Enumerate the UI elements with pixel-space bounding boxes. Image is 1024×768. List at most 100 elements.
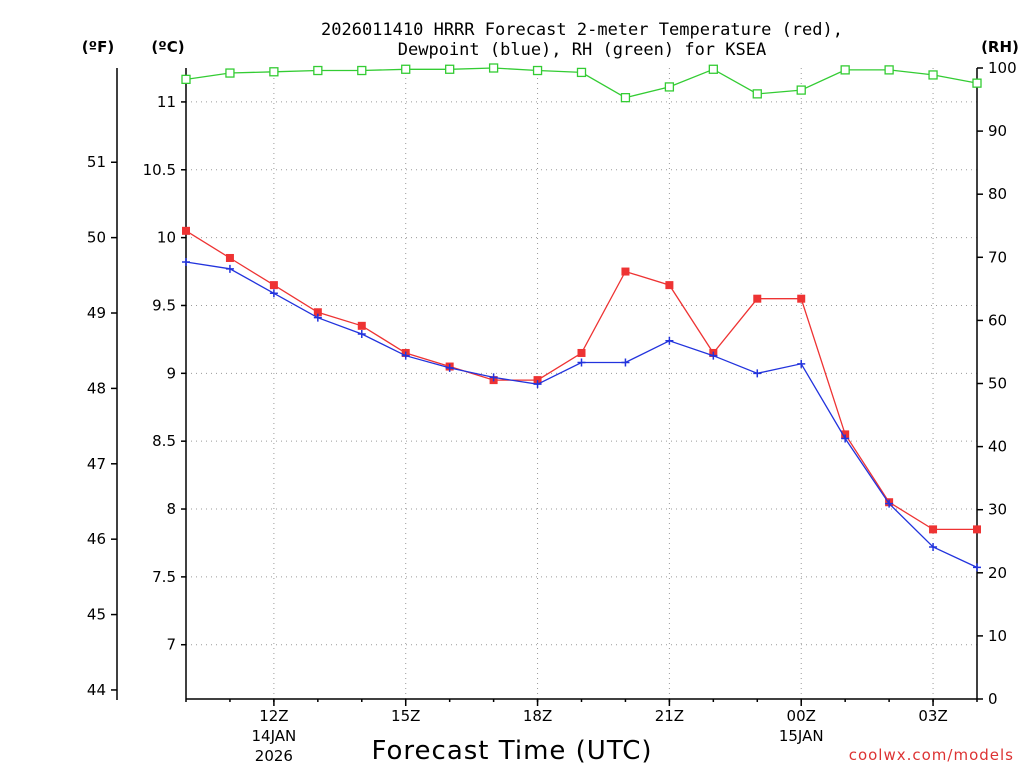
rh-tick-label: 30 [988, 501, 1007, 519]
rh-point [664, 82, 675, 92]
temperature-point [533, 376, 542, 385]
dewpoint-point [357, 329, 366, 338]
temperature-line [185, 230, 977, 531]
rh-tick-label: 90 [988, 122, 1007, 140]
dewpoint-point [753, 369, 762, 378]
rh-point [313, 65, 323, 76]
dewpoint-point [929, 543, 938, 552]
dewpoint-line [185, 261, 978, 568]
celsius-unit-label: (ºC) [151, 38, 184, 56]
celsius-tick-label: 7.5 [152, 568, 176, 586]
rh-tick-label: 60 [988, 311, 1007, 329]
fahrenheit-tick-label: 50 [87, 229, 106, 247]
temperature-point [225, 253, 234, 262]
dewpoint-point [665, 336, 674, 345]
x-tick-label: 15Z [391, 707, 420, 725]
x-tick-sublabel: 15JAN [779, 727, 824, 745]
dewpoint-point [489, 373, 498, 382]
celsius-tick-label: 9 [166, 364, 176, 382]
celsius-tick-label: 8.5 [152, 432, 176, 450]
rh-tick-label: 40 [988, 438, 1007, 456]
rh-point [928, 70, 938, 80]
fahrenheit-unit-label: (ºF) [82, 38, 114, 56]
tick-labels: 12Z 14JAN 2026 15Z 18Z 21Z 00Z 15JAN 03Z 7 7.5 8 8.5… [87, 59, 1017, 765]
rh-series [181, 63, 982, 103]
dewpoint-point [533, 380, 542, 389]
dewpoint-point [269, 289, 278, 298]
temperature-point [313, 308, 322, 317]
axes [111, 67, 983, 706]
dewpoint-point [577, 358, 586, 367]
x-tick-label: 00Z [787, 707, 816, 725]
rh-point [488, 63, 499, 73]
temperature-point [621, 267, 630, 276]
fahrenheit-tick-label: 44 [87, 681, 106, 699]
dewpoint-series [182, 258, 981, 572]
rh-point [181, 74, 191, 85]
dewpoint-point [401, 351, 410, 360]
rh-tick-label: 100 [988, 59, 1017, 77]
rh-point [401, 64, 411, 74]
dewpoint-point [313, 313, 322, 322]
rh-unit-label: (RH) [981, 38, 1019, 56]
celsius-tick-label: 8 [166, 500, 176, 518]
temperature-point [269, 281, 278, 290]
temperature-point [753, 294, 762, 303]
dewpoint-point [885, 499, 894, 508]
dewpoint-point [841, 434, 850, 443]
rh-point [532, 65, 543, 76]
rh-tick-label: 70 [988, 248, 1007, 266]
dewpoint-point [621, 358, 630, 367]
celsius-tick-label: 7 [166, 636, 176, 654]
rh-point [708, 64, 718, 74]
celsius-tick-label: 10 [157, 229, 176, 247]
rh-point [884, 65, 894, 75]
rh-point [752, 89, 762, 99]
fahrenheit-tick-label: 45 [87, 606, 106, 624]
rh-point [445, 64, 455, 74]
temperature-point [797, 294, 806, 303]
x-axis-title: Forecast Time (UTC) [371, 736, 652, 766]
grid-lines [186, 68, 977, 699]
x-tick-label: 18Z [523, 707, 552, 725]
celsius-tick-label: 11 [157, 93, 176, 111]
fahrenheit-tick-label: 48 [87, 379, 106, 397]
rh-tick-label: 10 [988, 627, 1007, 645]
x-tick-label: 12Z [259, 707, 288, 725]
temperature-point [929, 525, 938, 534]
x-tick-sublabel: 2026 [255, 747, 293, 765]
rh-tick-label: 80 [988, 185, 1007, 203]
fahrenheit-tick-label: 47 [87, 455, 106, 473]
fahrenheit-tick-label: 46 [87, 530, 106, 548]
dewpoint-point [225, 264, 234, 273]
x-tick-sublabel: 14JAN [252, 727, 297, 745]
fahrenheit-tick-label: 49 [87, 304, 106, 322]
dewpoint-point [182, 258, 190, 267]
rh-point [225, 68, 235, 78]
rh-tick-label: 50 [988, 375, 1007, 393]
dewpoint-point [797, 359, 806, 368]
x-tick-label: 21Z [655, 707, 684, 725]
temperature-point [357, 321, 366, 330]
data-series [181, 63, 982, 572]
dewpoint-point [445, 363, 454, 372]
rh-point [840, 65, 850, 75]
dewpoint-point [973, 563, 981, 572]
rh-point [576, 67, 587, 78]
rh-point [972, 78, 982, 88]
chart-title-line2: Dewpoint (blue), RH (green) for KSEA [398, 40, 766, 60]
temperature-point [665, 281, 674, 290]
celsius-tick-label: 9.5 [152, 296, 176, 314]
rh-tick-label: 20 [988, 564, 1007, 582]
temperature-point [841, 430, 850, 439]
x-tick-label: 03Z [918, 707, 947, 725]
rh-point [796, 85, 806, 95]
rh-point [357, 65, 367, 76]
temperature-point [577, 348, 586, 357]
fahrenheit-tick-label: 51 [87, 153, 106, 171]
temperature-point [973, 525, 981, 534]
temperature-point [182, 226, 190, 235]
chart-title-line1: 2026011410 HRRR Forecast 2-meter Tempera… [321, 20, 843, 40]
rh-tick-label: 0 [988, 690, 998, 708]
